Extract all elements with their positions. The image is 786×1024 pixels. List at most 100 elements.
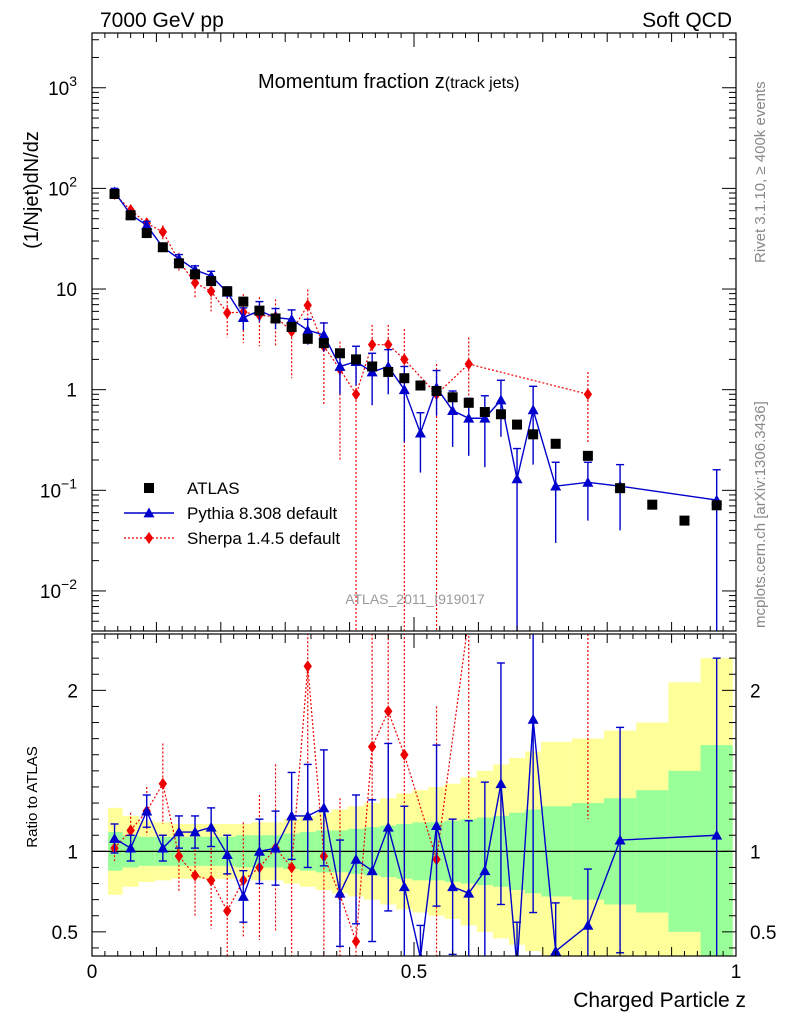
pythia-point xyxy=(550,480,562,491)
y-axis-label: (1/Njet)dN/dz xyxy=(21,131,43,249)
pythia-ratio-point xyxy=(398,881,410,892)
atlas-point xyxy=(679,515,690,526)
y-tick-label: 103 xyxy=(48,73,77,100)
atlas-point xyxy=(463,397,474,408)
pythia-ratio-point xyxy=(189,826,201,837)
pythia-ratio-point xyxy=(253,845,265,856)
y-tick-label: 10−2 xyxy=(40,576,77,603)
rivet-version-label: Rivet 3.1.10, ≥ 400k events xyxy=(752,81,769,263)
pythia-ratio-point xyxy=(382,821,394,832)
atlas-point xyxy=(125,210,136,221)
pythia-point xyxy=(302,324,314,335)
pythia-ratio-point xyxy=(157,842,169,853)
pythia-point xyxy=(237,312,249,323)
pythia-ratio-point xyxy=(286,810,298,821)
x-tick-label: 0 xyxy=(87,962,98,983)
sherpa-ratio-point xyxy=(174,850,184,863)
pythia-point xyxy=(463,412,475,423)
sherpa-point xyxy=(158,225,168,238)
atlas-point xyxy=(550,438,561,449)
pythia-ratio-point xyxy=(431,820,443,830)
sherpa-series xyxy=(110,187,593,631)
legend-label: Pythia 8.308 default xyxy=(187,504,338,523)
atlas-point xyxy=(109,188,120,199)
sherpa-point xyxy=(303,299,312,312)
pythia-ratio-point xyxy=(447,881,459,892)
sherpa-ratio-point xyxy=(126,824,135,837)
sherpa-point xyxy=(367,338,377,351)
sherpa-point xyxy=(464,357,473,370)
atlas-point xyxy=(302,333,313,344)
sherpa-point xyxy=(583,388,593,401)
legend-marker-sherpa xyxy=(144,532,154,544)
ratio-panel: 0.5 0.5 1 1 2 2 0 0.5 1 xyxy=(52,612,776,983)
sherpa-ratio-point xyxy=(158,777,168,790)
atlas-point xyxy=(431,386,442,397)
atlas-point xyxy=(206,276,217,287)
legend: ATLAS Pythia 8.308 default Sherpa 1.4.5 de… xyxy=(124,479,340,548)
ratio-tick-label-right: 1 xyxy=(750,842,761,863)
beam-label: 7000 GeV pp xyxy=(100,9,224,32)
ratio-plot-area xyxy=(92,612,736,956)
legend-label: ATLAS xyxy=(187,479,240,498)
pythia-ratio-point xyxy=(582,919,594,930)
y-tick-label: 1 xyxy=(66,381,77,402)
pythia-point xyxy=(141,219,153,230)
pythia-ratio-point xyxy=(173,826,185,837)
legend-item-sherpa: Sherpa 1.4.5 default xyxy=(124,529,340,548)
y-tick-label: 10 xyxy=(56,280,77,301)
pythia-ratio-point xyxy=(614,834,626,845)
pythia-ratio-point xyxy=(350,853,362,864)
pythia-point xyxy=(318,329,330,340)
analysis-id-label: ATLAS_2011_I919017 xyxy=(345,591,485,607)
sherpa-ratio-point xyxy=(287,861,296,874)
sherpa-point xyxy=(206,285,216,298)
atlas-point xyxy=(141,228,152,239)
pythia-point xyxy=(527,404,539,415)
pythia-ratio-point xyxy=(302,810,314,821)
pythia-ratio-point xyxy=(366,865,378,876)
atlas-point xyxy=(647,499,658,510)
ratio-tick-label-left: 0.5 xyxy=(52,923,78,944)
pythia-point xyxy=(414,427,426,438)
atlas-point xyxy=(286,321,297,332)
ratio-tick-label-right: 2 xyxy=(750,681,761,702)
atlas-series xyxy=(109,188,722,526)
pythia-point xyxy=(447,405,459,415)
pythia-point xyxy=(286,313,298,324)
sherpa-ratio-point xyxy=(465,612,473,624)
legend-label: Sherpa 1.4.5 default xyxy=(187,529,340,548)
atlas-point xyxy=(157,242,168,253)
sherpa-point xyxy=(400,353,409,366)
atlas-point xyxy=(254,305,265,316)
x-axis-label: Charged Particle z xyxy=(573,989,746,1012)
legend-item-data: ATLAS xyxy=(144,479,240,498)
sherpa-ratio-point xyxy=(367,740,377,753)
pythia-point xyxy=(495,394,507,405)
pythia-ratio-point xyxy=(550,945,562,956)
pythia-ratio-point xyxy=(418,952,423,956)
sherpa-point xyxy=(223,306,232,319)
process-label: Soft QCD xyxy=(642,9,732,32)
pythia-ratio-point xyxy=(109,832,121,843)
mcplots-reference-label: mcplots.cern.ch [arXiv:1306.3436] xyxy=(752,401,769,628)
legend-marker-pythia xyxy=(143,507,155,518)
atlas-point xyxy=(383,366,394,377)
pythia-ratio-series xyxy=(109,634,723,956)
sherpa-line xyxy=(114,193,589,396)
atlas-point xyxy=(351,354,362,365)
sherpa-ratio-point xyxy=(400,748,409,761)
pythia-ratio-point xyxy=(318,802,330,813)
pythia-point xyxy=(511,473,523,484)
sherpa-ratio-point xyxy=(303,660,312,673)
plot-title: Momentum fraction z(track jets) xyxy=(258,71,519,93)
atlas-point xyxy=(582,450,593,461)
sherpa-point xyxy=(351,388,361,401)
atlas-point xyxy=(173,258,184,269)
ratio-tick-label-right: 0.5 xyxy=(750,923,776,944)
legend-item-pythia: Pythia 8.308 default xyxy=(124,504,338,523)
main-plot-area xyxy=(109,186,723,631)
ratio-axis-label: Ratio to ATLAS xyxy=(24,746,41,847)
